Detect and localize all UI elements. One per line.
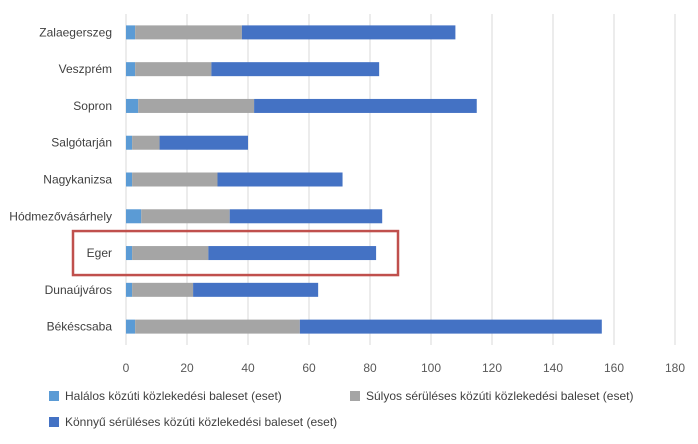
bar-segment <box>135 62 212 77</box>
x-tick-label: 120 <box>482 361 502 375</box>
x-tick-label: 100 <box>421 361 441 375</box>
highlight-layer <box>71 229 400 277</box>
x-tick-label: 180 <box>665 361 685 375</box>
bar-segment <box>141 209 230 224</box>
bar-segment <box>126 282 133 297</box>
bar-segment <box>229 209 383 224</box>
bar-segment <box>217 172 343 187</box>
x-tick-labels: 0 20 40 60 80 100 120 140 160 180 <box>123 361 686 375</box>
bar-segment <box>132 282 194 297</box>
highlight-box <box>71 229 400 277</box>
bar-segment <box>138 98 255 113</box>
x-tick-label: 0 <box>123 361 130 375</box>
bars <box>126 25 602 334</box>
category-label: Eger <box>87 246 112 260</box>
x-tick-label: 160 <box>604 361 624 375</box>
bar-segment <box>126 319 136 334</box>
category-label: Hódmezővásárhely <box>9 209 112 223</box>
category-label: Nagykanizsa <box>43 173 112 187</box>
category-label: Békéscsaba <box>47 320 113 334</box>
bar-segment <box>132 246 209 261</box>
bar-segment <box>135 25 242 40</box>
x-tick-label: 140 <box>543 361 563 375</box>
category-labels: Zalaegerszeg Veszprém Sopron Salgótarján Nag… <box>9 25 112 333</box>
x-tick-label: 60 <box>302 361 316 375</box>
category-label: Veszprém <box>59 62 112 76</box>
bar-segment <box>299 319 602 334</box>
category-label: Salgótarján <box>51 136 112 150</box>
bar-segment <box>241 25 456 40</box>
x-tick-label: 80 <box>363 361 377 375</box>
bar-segment <box>132 172 218 187</box>
bar-segment <box>132 135 160 150</box>
category-label: Sopron <box>73 99 112 113</box>
bar-segment <box>126 62 136 77</box>
x-tick-label: 20 <box>180 361 194 375</box>
bar-segment <box>126 172 133 187</box>
category-label: Zalaegerszeg <box>39 25 112 39</box>
category-label: Dunaújváros <box>45 283 112 297</box>
x-tick-label: 40 <box>241 361 255 375</box>
bar-segment <box>193 282 319 297</box>
bar-segment <box>126 209 142 224</box>
bar-segment <box>254 98 477 113</box>
bar-segment <box>126 25 136 40</box>
bar-segment <box>159 135 248 150</box>
bar-segment <box>208 246 377 261</box>
bar-segment <box>126 246 133 261</box>
bar-segment <box>126 98 139 113</box>
bar-segment <box>135 319 300 334</box>
bar-segment <box>126 135 133 150</box>
bar-segment <box>211 62 380 77</box>
